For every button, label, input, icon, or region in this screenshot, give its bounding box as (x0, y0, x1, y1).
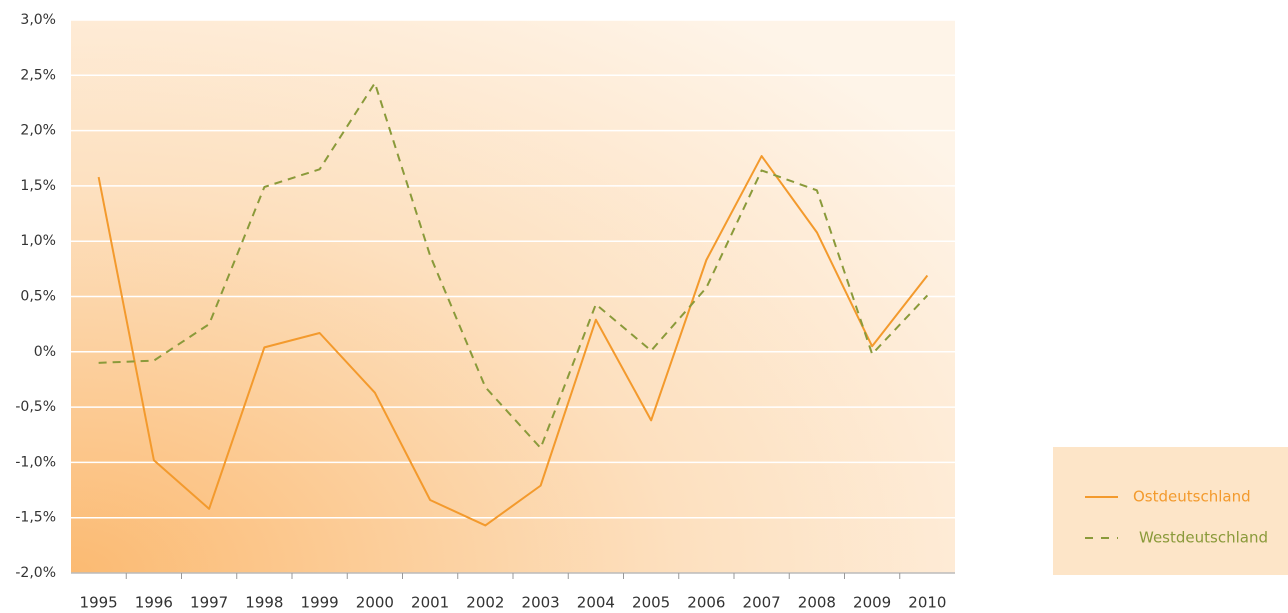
y-tick-label: 3,0% (20, 12, 56, 28)
x-tick-label: 2010 (908, 594, 946, 612)
y-tick-label: -1,0% (15, 454, 56, 470)
x-tick-label: 2008 (798, 594, 836, 612)
series-line (97, 155, 929, 527)
y-tick-label: 0% (34, 344, 56, 360)
y-tick-label: -0,5% (15, 399, 56, 415)
y-tick-label: 1,5% (20, 178, 56, 194)
y-tick-label: 1,0% (20, 233, 56, 249)
x-tick-label: 2007 (743, 594, 781, 612)
x-tick-label: 2001 (411, 594, 449, 612)
x-tick-label: 2009 (853, 594, 891, 612)
x-tick-label: 1996 (135, 594, 173, 612)
x-tick-label: 2000 (356, 594, 394, 612)
x-tick-label: 2003 (522, 594, 560, 612)
x-tick-label: 1999 (301, 594, 339, 612)
x-tick-label: 2002 (466, 594, 504, 612)
y-tick-label: -2,0% (15, 565, 56, 581)
legend-label: Ostdeutschland (1133, 488, 1251, 506)
x-tick-label: 1995 (80, 594, 118, 612)
y-tick-label: 0,5% (20, 289, 56, 305)
x-tick-label: 2005 (632, 594, 670, 612)
x-tick-label: 2004 (577, 594, 615, 612)
y-tick-label: 2,5% (20, 67, 56, 83)
x-tick-label: 1998 (245, 594, 283, 612)
legend-label: Westdeutschland (1139, 529, 1268, 547)
x-tick-label: 2006 (687, 594, 725, 612)
legend-box (1053, 447, 1288, 575)
x-tick-label: 1997 (190, 594, 228, 612)
y-tick-label: 2,0% (20, 123, 56, 139)
y-tick-label: -1,5% (15, 510, 56, 526)
series-line (98, 82, 929, 450)
